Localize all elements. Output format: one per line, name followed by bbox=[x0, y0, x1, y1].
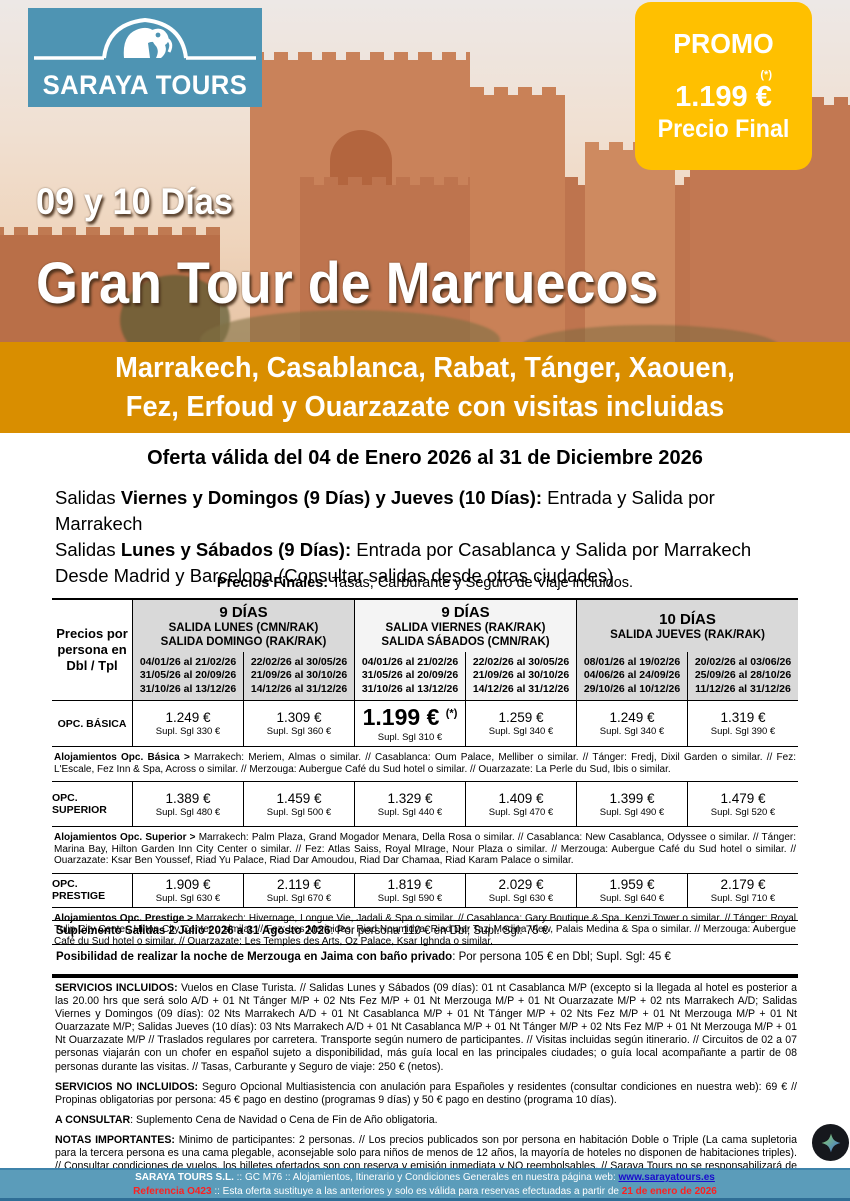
final-prices-note: Precios Finales: Tasas, Carburante y Seg… bbox=[216, 575, 634, 591]
price-cell: 1.249 € Supl. Sgl 330 € bbox=[132, 701, 243, 746]
to-consult: A CONSULTAR: Suplemento Cena de Navidad … bbox=[55, 1113, 438, 1126]
services-included: SERVICIOS INCLUIDOS: Vuelos en Clase Tur… bbox=[55, 982, 797, 1073]
booking-start-date: 21 de enero de 2026 bbox=[621, 1185, 717, 1197]
page-title: Gran Tour de Marruecos bbox=[36, 251, 659, 316]
website-link[interactable]: www.sarayatours.es bbox=[618, 1172, 715, 1183]
table-row-basica: OPC. BÁSICA 1.249 € Supl. Sgl 330 € 1.309… bbox=[52, 701, 798, 747]
cities-line-1: Marrakech, Casablanca, Rabat, Tánger, Xa… bbox=[115, 352, 735, 384]
price-cell: 1.479 € Supl. Sgl 520 € bbox=[687, 782, 798, 826]
services-not-included: SERVICIOS NO INCLUIDOS: Seguro Opcional … bbox=[55, 1080, 797, 1106]
supplement-jaima: Posibilidad de realizar la noche de Merz… bbox=[56, 951, 671, 963]
cities-line-2: Fez, Erfoud y Ouarzazate con visitas inc… bbox=[125, 391, 725, 423]
brand-logo: SARAYA TOURS bbox=[28, 8, 262, 107]
hotels-note-basica: Alojamientos Opc. Básica > Marrakech: Me… bbox=[52, 747, 798, 782]
price-cell: 1.819 € Supl. Sgl 590 € bbox=[354, 873, 465, 907]
date-range-cell: 22/02/26 al 30/05/26 21/09/26 al 30/10/26… bbox=[465, 652, 576, 700]
promo-price-cell: 1.199 € (*) Supl. Sgl 310 € bbox=[354, 701, 465, 746]
falcon-logo-icon bbox=[34, 17, 256, 60]
sparkle-star-icon bbox=[821, 1133, 840, 1152]
date-range-cell: 04/01/26 al 21/02/26 31/05/26 al 20/09/26… bbox=[132, 652, 243, 700]
promo-price: 1.199 € bbox=[675, 81, 772, 113]
footer-line-1: SARAYA TOURS S.L. :: GC M76 :: Alojamien… bbox=[135, 1172, 715, 1183]
date-range-cell: 22/02/26 al 30/05/26 21/09/26 al 30/10/26… bbox=[243, 652, 354, 700]
table-row-prestige: OPC. PRESTIGE 1.909 € Supl. Sgl 630 € 2.1… bbox=[52, 873, 798, 908]
table-corner-label: Precios por persona en Dbl / Tpl bbox=[56, 626, 128, 673]
price-cell: 1.249 € Supl. Sgl 340 € bbox=[576, 701, 687, 746]
price-cell: 1.959 € Supl. Sgl 640 € bbox=[576, 873, 687, 907]
price-cell: 2.029 € Supl. Sgl 630 € bbox=[465, 873, 576, 907]
price-cell: 1.459 € Supl. Sgl 500 € bbox=[243, 782, 354, 826]
date-range-cell: 20/02/26 al 03/06/26 25/09/26 al 28/10/26… bbox=[687, 652, 798, 700]
reference-code: Referencia O423 bbox=[133, 1185, 212, 1197]
departure-line-2: Salidas Lunes y Sábados (9 Días): Entrad… bbox=[55, 539, 752, 560]
hotels-note-superior: Alojamientos Opc. Superior > Marrakech: … bbox=[52, 827, 798, 874]
price-cell: 2.119 € Supl. Sgl 670 € bbox=[243, 873, 354, 907]
price-cell: 1.409 € Supl. Sgl 470 € bbox=[465, 782, 576, 826]
price-cell: 1.319 € Supl. Sgl 390 € bbox=[687, 701, 798, 746]
hotels-note-prestige: Alojamientos Opc. Prestige > Marrakech: … bbox=[54, 912, 797, 947]
promo-mark: (*) bbox=[445, 707, 458, 720]
price-cell: 1.329 € Supl. Sgl 440 € bbox=[354, 782, 465, 826]
price-cell: 1.259 € Supl. Sgl 340 € bbox=[465, 701, 576, 746]
price-cell: 1.389 € Supl. Sgl 480 € bbox=[132, 782, 243, 826]
price-cell: 1.309 € Supl. Sgl 360 € bbox=[243, 701, 354, 746]
column-group-9dias-lunes: 9 DÍAS SALIDA LUNES (CMN/RAK) SALIDA DOM… bbox=[132, 600, 354, 652]
departures-info: Salidas Viernes y Domingos (9 Días) y Ju… bbox=[55, 485, 800, 589]
promo-price-note: Precio Final bbox=[657, 115, 790, 143]
promo-asterisk: (*) bbox=[760, 69, 772, 81]
date-range-cell: 08/01/26 al 19/02/26 04/06/26 al 24/09/26… bbox=[576, 652, 687, 700]
departure-line-3: Desde Madrid y Barcelona (Consultar sali… bbox=[55, 565, 614, 586]
supplement-summer: Suplemento Salidas 2 Julio 2026 a 31 Ago… bbox=[52, 920, 798, 945]
brand-name: SARAYA TOURS bbox=[42, 70, 248, 100]
price-table: Precios por persona en Dbl / Tpl 9 DÍAS … bbox=[52, 598, 798, 953]
cities-banner: Marrakech, Casablanca, Rabat, Tánger, Xa… bbox=[0, 342, 850, 433]
offer-validity: Oferta válida del 04 de Enero 2026 al 31… bbox=[147, 447, 703, 469]
divider-rule bbox=[52, 974, 798, 978]
price-table-header: Precios por persona en Dbl / Tpl 9 DÍAS … bbox=[52, 598, 798, 701]
promo-label: PROMO bbox=[673, 28, 774, 59]
duration-heading: 09 y 10 Días bbox=[36, 181, 234, 222]
price-cell: 1.399 € Supl. Sgl 490 € bbox=[576, 782, 687, 826]
departure-line-1: Salidas Viernes y Domingos (9 Días) y Ju… bbox=[55, 487, 715, 534]
price-cell: 2.179 € Supl. Sgl 710 € bbox=[687, 873, 798, 907]
column-group-10dias-jueves: 10 DÍAS SALIDA JUEVES (RAK/RAK) bbox=[576, 600, 798, 652]
footer-bar: SARAYA TOURS S.L. :: GC M76 :: Alojamien… bbox=[0, 1168, 850, 1201]
row-label: OPC. PRESTIGE bbox=[52, 878, 106, 902]
promo-badge: PROMO (*) 1.199 € Precio Final bbox=[635, 2, 812, 170]
row-label: OPC. SUPERIOR bbox=[52, 792, 107, 816]
chat-widget-button[interactable] bbox=[812, 1124, 849, 1161]
price-cell: 1.909 € Supl. Sgl 630 € bbox=[132, 873, 243, 907]
row-label: OPC. BÁSICA bbox=[57, 717, 127, 730]
table-row-superior: OPC. SUPERIOR 1.389 € Supl. Sgl 480 € 1.4… bbox=[52, 782, 798, 827]
footer-line-2: Referencia O423 :: Esta oferta sustituye… bbox=[133, 1185, 717, 1197]
date-range-cell: 04/01/26 al 21/02/26 31/05/26 al 20/09/26… bbox=[354, 652, 465, 700]
column-group-9dias-viernes: 9 DÍAS SALIDA VIERNES (RAK/RAK) SALIDA S… bbox=[354, 600, 576, 652]
